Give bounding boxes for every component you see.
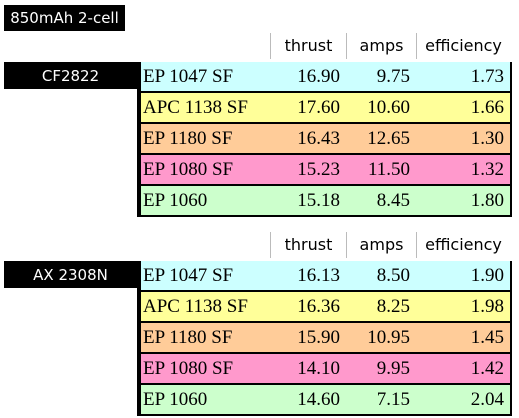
- value-cell: 16.90: [297, 66, 340, 87]
- value-cell: 7.15: [376, 389, 410, 410]
- value-cell: 2.04: [470, 389, 504, 410]
- prop-name: EP 1080 SF: [143, 358, 234, 379]
- prop-name: EP 1060: [143, 190, 208, 211]
- table-row: EP 1180 SF 15.90 10.95 1.45: [137, 323, 512, 354]
- column-header: thrust: [270, 232, 346, 258]
- prop-name: APC 1138 SF: [143, 296, 248, 317]
- value-cell: 1.45: [470, 327, 504, 348]
- value-cell: 14.60: [297, 389, 340, 410]
- value-cell: 9.95: [376, 358, 410, 379]
- value-cell: 15.23: [297, 159, 340, 180]
- value-cell: 8.25: [376, 296, 410, 317]
- column-header: thrust: [270, 33, 346, 59]
- prop-name: APC 1138 SF: [143, 97, 248, 118]
- value-cell: 8.50: [376, 265, 410, 286]
- title: 850mAh 2-cell: [4, 5, 125, 31]
- prop-name: EP 1180 SF: [143, 128, 233, 149]
- motor-label: CF2822: [4, 62, 137, 89]
- column-header: efficiency: [416, 33, 510, 59]
- table-row: EP 1060 14.60 7.15 2.04: [137, 385, 512, 416]
- value-cell: 12.65: [367, 128, 410, 149]
- table-row: EP 1080 SF 14.10 9.95 1.42: [137, 354, 512, 385]
- column-header: amps: [346, 33, 416, 59]
- prop-name: EP 1080 SF: [143, 159, 234, 180]
- prop-name: EP 1060: [143, 389, 208, 410]
- value-cell: 9.75: [376, 66, 410, 87]
- value-cell: 1.73: [470, 66, 504, 87]
- value-cell: 1.32: [470, 159, 504, 180]
- table-row: EP 1180 SF 16.43 12.65 1.30: [137, 124, 512, 155]
- value-cell: 16.43: [297, 128, 340, 149]
- column-header: amps: [346, 232, 416, 258]
- table-row: APC 1138 SF 17.60 10.60 1.66: [137, 93, 512, 124]
- value-cell: 16.36: [297, 296, 340, 317]
- value-cell: 1.30: [470, 128, 504, 149]
- value-cell: 1.90: [470, 265, 504, 286]
- value-cell: 15.18: [297, 190, 340, 211]
- value-cell: 10.60: [367, 97, 410, 118]
- table-row: EP 1080 SF 15.23 11.50 1.32: [137, 155, 512, 186]
- prop-name: EP 1047 SF: [143, 66, 234, 87]
- value-cell: 8.45: [376, 190, 410, 211]
- table-row: EP 1047 SF 16.90 9.75 1.73: [137, 62, 512, 93]
- table-row: APC 1138 SF 16.36 8.25 1.98: [137, 292, 512, 323]
- value-cell: 15.90: [297, 327, 340, 348]
- value-cell: 10.95: [367, 327, 410, 348]
- value-cell: 17.60: [297, 97, 340, 118]
- column-header: efficiency: [416, 232, 510, 258]
- value-cell: 11.50: [367, 159, 410, 180]
- table-row: EP 1060 15.18 8.45 1.80: [137, 186, 512, 217]
- table-row: EP 1047 SF 16.13 8.50 1.90: [137, 261, 512, 292]
- value-cell: 16.13: [297, 265, 340, 286]
- value-cell: 1.66: [470, 97, 504, 118]
- value-cell: 1.42: [470, 358, 504, 379]
- value-cell: 1.98: [470, 296, 504, 317]
- prop-name: EP 1047 SF: [143, 265, 234, 286]
- value-cell: 1.80: [470, 190, 504, 211]
- prop-name: EP 1180 SF: [143, 327, 233, 348]
- motor-label: AX 2308N: [4, 261, 137, 288]
- value-cell: 14.10: [297, 358, 340, 379]
